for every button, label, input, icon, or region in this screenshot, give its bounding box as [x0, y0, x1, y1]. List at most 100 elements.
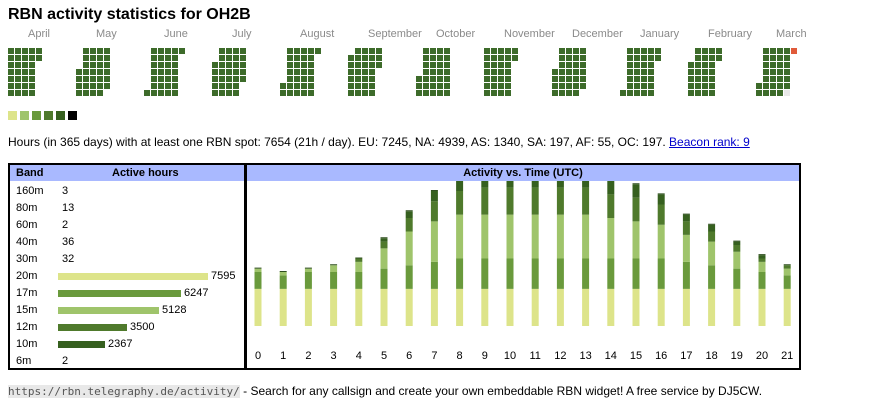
bar-segment [682, 221, 690, 235]
footer-url[interactable]: https://rbn.telegraphy.de/activity/ [8, 385, 240, 398]
band-row: 30m 32 [10, 251, 244, 268]
day-cell [355, 48, 361, 54]
day-cell [8, 76, 14, 82]
bar-segment [582, 214, 590, 259]
day-cell [158, 83, 164, 89]
bar-segment [783, 288, 791, 326]
day-cell [212, 76, 218, 82]
bar-top-cap [279, 271, 287, 272]
day-cell [648, 69, 654, 75]
activity-chart-svg: 01234567891011121314151617181920212223 [254, 181, 793, 362]
day-cell [437, 62, 443, 68]
bar-segment [758, 258, 766, 262]
day-cell [573, 48, 579, 54]
day-cell [709, 76, 715, 82]
x-tick-label: 0 [255, 350, 261, 362]
day-cell [559, 48, 565, 54]
day-cell [627, 62, 633, 68]
day-cell [770, 83, 776, 89]
day-cell [430, 62, 436, 68]
legend-swatch [32, 111, 41, 120]
day-cell [287, 90, 293, 96]
bar-segment [279, 275, 287, 289]
day-cell [498, 55, 504, 61]
bar-segment [279, 272, 287, 276]
month-label: March [776, 28, 807, 40]
day-cell [301, 90, 307, 96]
day-cell [97, 48, 103, 54]
bar-top-cap [254, 267, 262, 269]
band-column-header: Band [16, 167, 44, 179]
day-cell [423, 76, 429, 82]
day-cell [430, 48, 436, 54]
x-tick-label: 8 [457, 350, 463, 362]
bar-segment [708, 265, 716, 289]
x-tick-label: 4 [356, 350, 362, 362]
bar-segment [758, 288, 766, 326]
day-cell [498, 48, 504, 54]
day-cell [212, 90, 218, 96]
day-cell [634, 69, 640, 75]
day-cell [573, 76, 579, 82]
bar-segment [330, 272, 338, 289]
bar-segment [657, 258, 665, 289]
day-cell [695, 76, 701, 82]
day-cell [484, 48, 490, 54]
day-cell [158, 90, 164, 96]
summary-line: Hours (in 365 days) with at least one RB… [8, 135, 750, 149]
bar-segment [531, 187, 539, 215]
day-cell [573, 69, 579, 75]
month-label: June [164, 28, 188, 40]
day-cell [627, 90, 633, 96]
day-cell [294, 76, 300, 82]
day-cell [151, 90, 157, 96]
day-cell [362, 90, 368, 96]
bar-segment [682, 288, 690, 326]
day-cell [430, 76, 436, 82]
bar-segment [733, 251, 741, 269]
day-cell [348, 90, 354, 96]
band-name: 60m [16, 219, 38, 231]
day-cell [362, 76, 368, 82]
day-cell [369, 69, 375, 75]
bar-segment [582, 258, 590, 289]
bar-segment [708, 288, 716, 326]
day-cell [437, 48, 443, 54]
bar-segment [405, 265, 413, 289]
day-cell [423, 69, 429, 75]
day-cell [97, 69, 103, 75]
day-cell [770, 69, 776, 75]
day-cell [444, 69, 450, 75]
day-cell [437, 55, 443, 61]
bar-segment [380, 288, 388, 326]
day-cell [233, 83, 239, 89]
day-cell [287, 62, 293, 68]
bar-top-cap [632, 183, 640, 185]
day-cell [362, 55, 368, 61]
day-cell [226, 62, 232, 68]
day-cell [90, 55, 96, 61]
day-cell [29, 69, 35, 75]
beacon-rank-link[interactable]: Beacon rank: 9 [669, 135, 750, 149]
day-cell [294, 55, 300, 61]
day-cell [491, 76, 497, 82]
bar-segment [582, 288, 590, 326]
day-cell [301, 48, 307, 54]
day-cell [559, 76, 565, 82]
day-cell [498, 76, 504, 82]
band-row: 60m 2 [10, 217, 244, 234]
month-label: September [368, 28, 422, 40]
bar-segment [380, 248, 388, 269]
x-tick-label: 6 [406, 350, 412, 362]
bar-segment [733, 268, 741, 289]
bar-segment [355, 272, 363, 289]
bar-segment [304, 288, 312, 326]
bar-segment [783, 275, 791, 289]
bar-segment [657, 288, 665, 326]
day-cell [716, 48, 722, 54]
day-cell [8, 55, 14, 61]
day-cell [76, 83, 82, 89]
day-cell [172, 69, 178, 75]
day-cell [97, 83, 103, 89]
day-cell [770, 62, 776, 68]
